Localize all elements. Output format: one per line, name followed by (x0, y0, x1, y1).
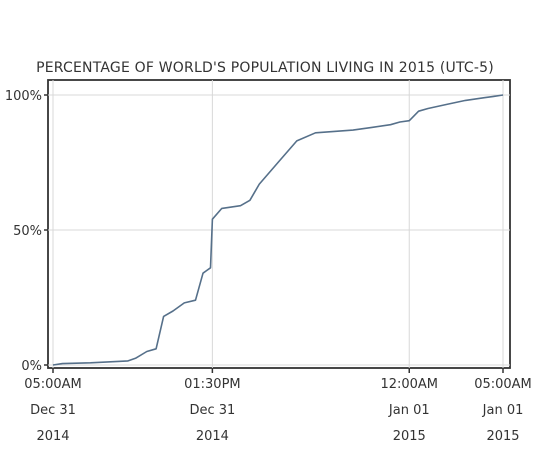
x-tick-date: Jan 01 (482, 403, 524, 418)
x-tick-year: 2014 (196, 429, 229, 444)
series-line (52, 94, 504, 366)
x-tick-year: 2015 (393, 429, 426, 444)
x-tick-label: 05:00AM (24, 377, 82, 392)
y-tick-label: 0% (21, 359, 42, 374)
chart-title: PERCENTAGE OF WORLD'S POPULATION LIVING … (36, 60, 494, 76)
axis-layer: 0% 50% 100% 05:00AM Dec 31 2014 01:30PM Dec 31 2… (5, 89, 532, 444)
x-tick-label: 01:30PM (184, 377, 241, 392)
x-tick-date: Dec 31 (189, 403, 235, 418)
x-tick-year: 2014 (36, 429, 69, 444)
x-tick-year: 2015 (486, 429, 519, 444)
x-tick-label: 05:00AM (474, 377, 532, 392)
grid-layer (48, 80, 510, 368)
plot-frame (47, 79, 511, 369)
series-layer (52, 94, 504, 366)
x-tick-date: Jan 01 (388, 403, 430, 418)
x-tick-date: Dec 31 (30, 403, 76, 418)
y-tick-label: 50% (13, 224, 42, 239)
y-tick-label: 100% (5, 89, 42, 104)
x-tick-label: 12:00AM (380, 377, 438, 392)
